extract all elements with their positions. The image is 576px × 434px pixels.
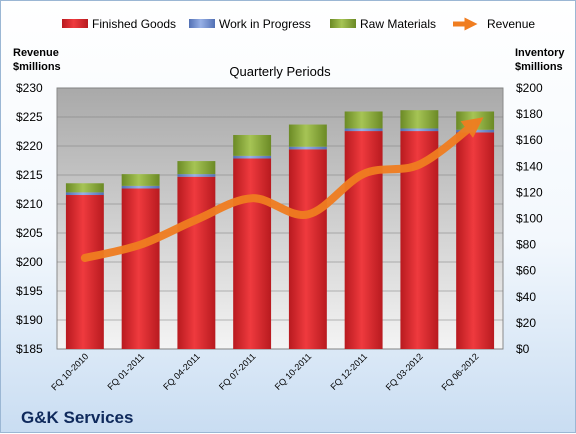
left-tick-label: $230 [16, 81, 43, 95]
bar-work-in-progress[interactable] [177, 174, 216, 177]
left-axis-title-line1: Revenue [13, 47, 59, 59]
legend-swatch-finished-goods [62, 19, 88, 28]
right-tick-label: $60 [516, 264, 536, 278]
right-tick-label: $160 [516, 133, 543, 147]
bar-finished-goods[interactable] [456, 132, 495, 349]
bar-work-in-progress[interactable] [121, 185, 160, 189]
legend-swatch-work-in-progress [189, 19, 215, 28]
bar-work-in-progress[interactable] [400, 128, 439, 132]
bar-finished-goods[interactable] [177, 176, 216, 349]
left-tick-label: $200 [16, 255, 43, 269]
bars [65, 110, 495, 349]
right-tick-label: $140 [516, 159, 543, 173]
right-tick-label: $120 [516, 185, 543, 199]
right-tick-label: $200 [516, 81, 543, 95]
legend-item-raw-materials[interactable]: Raw Materials [330, 17, 436, 31]
legend-label-work-in-progress: Work in Progress [219, 17, 311, 31]
left-tick-label: $225 [16, 110, 43, 124]
right-tick-label: $40 [516, 290, 536, 304]
bar-raw-materials[interactable] [65, 183, 104, 193]
left-tick-label: $190 [16, 313, 43, 327]
x-tick-label: FQ 01-2011 [105, 351, 146, 392]
left-tick-label: $185 [16, 342, 43, 356]
legend-label-finished-goods: Finished Goods [92, 17, 176, 31]
right-tick-label: $100 [516, 212, 543, 226]
right-tick-label: $20 [516, 316, 536, 330]
legend-swatch-raw-materials [330, 19, 356, 28]
x-tick-label: FQ 07-2011 [217, 351, 258, 392]
left-axis-ticks: $185 $190 $195 $200 $205 $210 $215 $220 $225 $230 [16, 81, 43, 356]
legend: Finished Goods Work in Progress Raw Mate… [62, 17, 535, 31]
bar-finished-goods[interactable] [65, 195, 104, 349]
bar-finished-goods[interactable] [121, 188, 160, 349]
bar-finished-goods[interactable] [288, 149, 327, 349]
company-name: G&K Services [21, 408, 133, 427]
x-tick-label: FQ 10-2011 [273, 351, 314, 392]
bar-work-in-progress[interactable] [288, 146, 327, 150]
x-tick-label: FQ 10-2010 [49, 351, 90, 392]
x-tick-label: FQ 12-2011 [328, 351, 369, 392]
legend-item-finished-goods[interactable]: Finished Goods [62, 17, 176, 31]
chart-subtitle: Quarterly Periods [229, 64, 331, 79]
right-axis-title-line2: $millions [515, 61, 563, 73]
bar-raw-materials[interactable] [177, 161, 216, 175]
bar-raw-materials[interactable] [233, 134, 272, 156]
left-tick-label: $205 [16, 226, 43, 240]
revenue-line[interactable] [80, 117, 484, 262]
right-tick-label: $80 [516, 238, 536, 252]
left-axis-title-line2: $millions [13, 61, 61, 73]
bar-work-in-progress[interactable] [344, 128, 383, 132]
legend-label-raw-materials: Raw Materials [360, 17, 436, 31]
bar-finished-goods[interactable] [344, 131, 383, 349]
right-axis-title-line1: Inventory [515, 47, 565, 59]
x-tick-label: FQ 04-2011 [161, 351, 202, 392]
legend-item-revenue[interactable]: Revenue [453, 17, 535, 31]
legend-label-revenue: Revenue [487, 17, 535, 31]
bar-raw-materials[interactable] [344, 111, 383, 129]
x-tick-label: FQ 03-2012 [384, 351, 425, 392]
bar-work-in-progress[interactable] [65, 192, 104, 196]
right-tick-label: $180 [516, 107, 543, 121]
left-tick-label: $220 [16, 139, 43, 153]
right-axis-ticks: $0 $20 $40 $60 $80 $100 $120 $140 $160 $180 $200 [516, 81, 543, 356]
x-tick-label: FQ 06-2012 [440, 351, 481, 392]
revenue-line-layer [80, 117, 484, 262]
x-axis-ticks: FQ 10-2010 FQ 01-2011 FQ 04-2011 FQ 07-2011… [49, 351, 480, 392]
bar-finished-goods[interactable] [233, 158, 272, 349]
right-tick-label: $0 [516, 342, 530, 356]
bar-work-in-progress[interactable] [233, 155, 272, 159]
left-tick-label: $195 [16, 284, 43, 298]
bar-raw-materials[interactable] [121, 174, 160, 186]
bar-raw-materials[interactable] [288, 124, 327, 147]
legend-item-work-in-progress[interactable]: Work in Progress [189, 17, 311, 31]
left-tick-label: $215 [16, 168, 43, 182]
left-tick-label: $210 [16, 197, 43, 211]
bar-raw-materials[interactable] [400, 110, 439, 129]
